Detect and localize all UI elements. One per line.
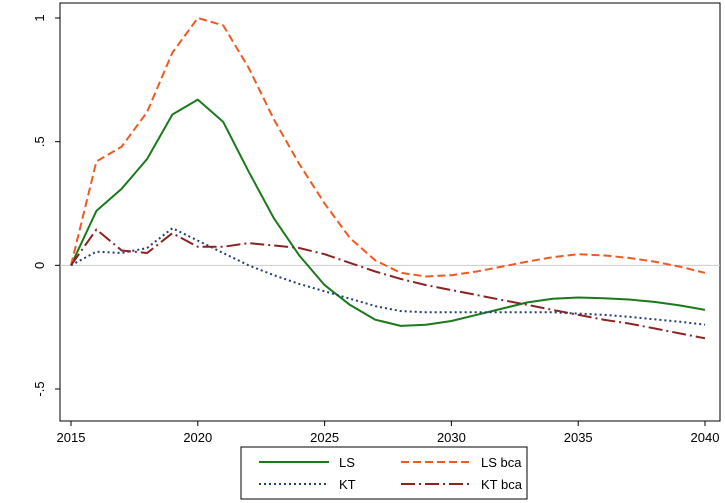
y-tick-label: 0: [32, 262, 47, 269]
legend-label: KT bca: [481, 477, 523, 492]
series-line-kt: [70, 227, 706, 326]
legend-box: [240, 446, 528, 500]
axes: 2015 2020 2025 2030 2035 2040 -.5 0 .5 1: [32, 14, 720, 445]
plot-area: [59, 2, 721, 422]
x-tick-label: 2035: [564, 430, 593, 445]
x-tick-label: 2020: [183, 430, 212, 445]
x-tick-label: 2040: [691, 430, 720, 445]
legend-label: KT: [339, 477, 356, 492]
legend-label: LS: [339, 455, 355, 470]
x-tick-label: 2030: [437, 430, 466, 445]
x-tick-label: 2025: [310, 430, 339, 445]
y-tick-label: -.5: [32, 381, 47, 396]
series-line-kt-bca: [70, 228, 706, 340]
series-line-ls-bca: [70, 17, 706, 278]
x-tick-label: 2015: [57, 430, 86, 445]
y-tick-label: .5: [32, 136, 47, 147]
series-line-ls: [70, 98, 706, 327]
y-tick-label: 1: [32, 14, 47, 21]
legend-label: LS bca: [481, 455, 522, 470]
legend: LS LS bca KT KT bca: [240, 446, 528, 500]
series-layer: [70, 17, 706, 340]
